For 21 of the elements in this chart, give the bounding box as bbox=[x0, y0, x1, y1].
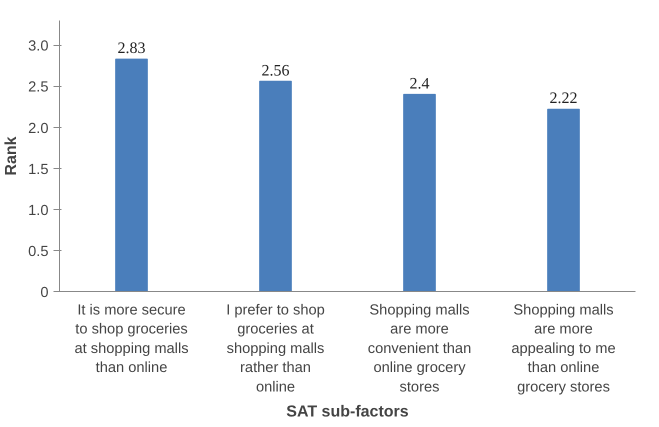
bar bbox=[547, 108, 580, 292]
y-tick-label: 3.0 bbox=[28, 38, 48, 55]
y-tick-label: 2.5 bbox=[28, 80, 48, 96]
bar bbox=[403, 94, 436, 292]
data-label: 2.83 bbox=[118, 40, 146, 58]
y-tick-label: 0.5 bbox=[28, 244, 48, 260]
y-tick-label: 1.0 bbox=[28, 202, 48, 219]
y-tick-label: 0 bbox=[40, 285, 49, 301]
data-label: 2.22 bbox=[550, 90, 578, 108]
data-label: 2.4 bbox=[410, 75, 430, 92]
y-axis-title: Rank bbox=[3, 136, 20, 176]
bar bbox=[259, 80, 292, 292]
bar bbox=[115, 58, 148, 292]
y-tick-label: 1.5 bbox=[28, 162, 48, 178]
x-tick-label: It is more secure to shop groceries at shopping malls than online bbox=[74, 302, 189, 376]
x-tick-label: I prefer to shop groceries at shopping malls rather than online bbox=[226, 302, 325, 396]
data-label: 2.56 bbox=[262, 62, 290, 80]
y-tick-label: 2.0 bbox=[28, 120, 48, 137]
x-tick-label: Shopping malls are more convenient than online grocery stores bbox=[368, 302, 472, 396]
x-tick-label: Shopping malls are more appealing to me than online grocery stores bbox=[511, 302, 616, 396]
x-axis-title: SAT sub-factors bbox=[286, 403, 409, 420]
